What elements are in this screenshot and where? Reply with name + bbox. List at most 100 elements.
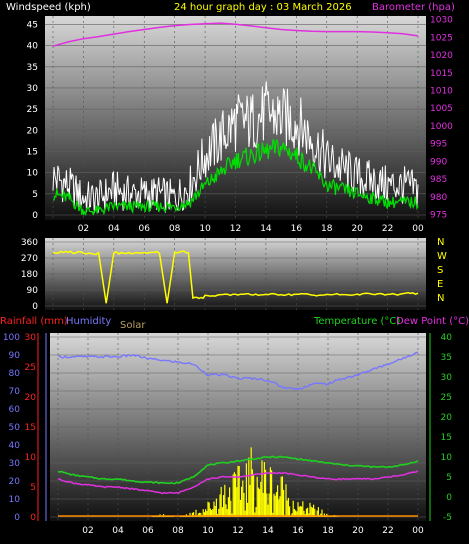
baro-tick-label: 975 bbox=[430, 211, 447, 221]
humidity-tick-label: 10 bbox=[9, 495, 21, 505]
time-tick-label: 10 bbox=[202, 526, 214, 536]
baro-tick-label: 1025 bbox=[430, 33, 453, 43]
time-tick-label: 20 bbox=[352, 526, 364, 536]
rain-tick-label: 20 bbox=[25, 393, 37, 403]
direction-tick-label: 0 bbox=[32, 302, 38, 312]
temp-tick-label: 15 bbox=[441, 433, 452, 443]
humidity-axis-ticks: 0 10 20 30 40 50 60 70 80 90 100 bbox=[3, 333, 20, 523]
wind-tick-label: 25 bbox=[27, 105, 38, 115]
baro-tick-label: 980 bbox=[430, 193, 447, 203]
time-tick-label: 04 bbox=[112, 526, 124, 536]
time-axis-ticks-bottom: 02 04 06 08 10 12 14 16 18 20 22 00 bbox=[82, 526, 424, 536]
wind-tick-label: 20 bbox=[27, 126, 39, 136]
baro-tick-label: 1005 bbox=[430, 104, 453, 114]
temp-tick-label: 35 bbox=[441, 353, 452, 363]
time-tick-label: 00 bbox=[412, 224, 424, 234]
windspeed-gust-line bbox=[52, 81, 419, 214]
temp-tick-label: 30 bbox=[441, 373, 453, 383]
direction-axis-ticks: 0 90 180 270 360 bbox=[21, 238, 38, 312]
temp-tick-label: 40 bbox=[441, 333, 453, 343]
humidity-line bbox=[57, 351, 419, 391]
wind-tick-label: 40 bbox=[27, 42, 39, 52]
baro-axis-title: Barometer (hpa) bbox=[372, 2, 455, 13]
temperature-line bbox=[57, 455, 419, 485]
wind-baro-series bbox=[52, 22, 419, 217]
rain-tick-label: 5 bbox=[30, 483, 36, 493]
direction-tick-label: 270 bbox=[21, 254, 38, 264]
direction-tick-label: 90 bbox=[27, 286, 39, 296]
time-tick-label: 04 bbox=[108, 224, 120, 234]
humidity-tick-label: 50 bbox=[9, 423, 21, 433]
wind-axis-ticks: 0 5 10 15 20 25 30 35 40 45 bbox=[27, 20, 39, 221]
temp-tick-label: 25 bbox=[441, 393, 452, 403]
time-tick-label: 14 bbox=[262, 526, 274, 536]
wind-tick-label: 35 bbox=[27, 63, 38, 73]
compass-label: N bbox=[437, 293, 444, 304]
humidity-tick-label: 60 bbox=[9, 405, 21, 415]
wind-tick-label: 5 bbox=[32, 190, 38, 200]
time-tick-label: 08 bbox=[169, 224, 181, 234]
compass-label: N bbox=[437, 237, 444, 248]
rain-axis-ticks: 0 5 10 15 20 25 30 bbox=[25, 333, 37, 523]
wind-axis-title: Windspeed (kph) bbox=[6, 2, 91, 13]
time-tick-label: 02 bbox=[78, 224, 89, 234]
temp-tick-label: 5 bbox=[446, 473, 452, 483]
baro-tick-label: 1030 bbox=[430, 16, 453, 26]
temp-tick-label: 0 bbox=[446, 493, 452, 503]
time-tick-label: 10 bbox=[199, 224, 211, 234]
time-tick-label: 00 bbox=[412, 526, 424, 536]
solar-axis-title: Solar bbox=[120, 320, 146, 331]
barometer-line bbox=[52, 22, 419, 47]
graph-title: 24 hour graph day : 03 March 2026 bbox=[174, 2, 352, 13]
baro-tick-label: 995 bbox=[430, 140, 447, 150]
compass-label: W bbox=[437, 251, 447, 262]
humidity-tick-label: 100 bbox=[3, 333, 20, 343]
baro-tick-label: 1010 bbox=[430, 87, 453, 97]
humidity-tick-label: 30 bbox=[9, 459, 21, 469]
humidity-tick-label: 0 bbox=[14, 513, 20, 523]
time-tick-label: 12 bbox=[230, 224, 241, 234]
baro-axis-ticks: 975 980 985 990 995 1000 1005 1010 1015 1020 1025 1… bbox=[430, 16, 453, 221]
temp-axis-ticks: -5 0 5 10 15 20 25 30 35 40 bbox=[441, 333, 453, 523]
humidity-tick-label: 20 bbox=[9, 477, 21, 487]
baro-tick-label: 1015 bbox=[430, 69, 453, 79]
time-tick-label: 06 bbox=[142, 526, 154, 536]
wind-direction-line bbox=[52, 250, 419, 304]
rain-axis-title: Rainfall (mm) bbox=[0, 316, 68, 327]
temp-axis-title: Temperature (°C) bbox=[313, 316, 400, 327]
time-tick-label: 02 bbox=[82, 526, 93, 536]
time-tick-label: 18 bbox=[321, 224, 333, 234]
time-tick-label: 16 bbox=[291, 224, 303, 234]
direction-tick-label: 360 bbox=[21, 238, 38, 248]
time-tick-label: 16 bbox=[292, 526, 304, 536]
temp-tick-label: 10 bbox=[441, 453, 453, 463]
baro-tick-label: 1000 bbox=[430, 122, 453, 132]
baro-tick-label: 990 bbox=[430, 157, 447, 167]
wind-tick-label: 0 bbox=[32, 211, 38, 221]
time-axis-ticks: 02 04 06 08 10 12 14 16 18 20 22 00 bbox=[78, 224, 424, 234]
temp-tick-label: 20 bbox=[441, 413, 453, 423]
time-tick-label: 06 bbox=[139, 224, 151, 234]
time-tick-label: 22 bbox=[382, 224, 393, 234]
baro-tick-label: 1020 bbox=[430, 51, 453, 61]
wind-tick-label: 15 bbox=[27, 147, 38, 157]
humidity-tick-label: 90 bbox=[9, 351, 21, 361]
compass-label: S bbox=[437, 265, 443, 276]
wind-tick-label: 10 bbox=[27, 169, 39, 179]
rain-tick-label: 0 bbox=[30, 513, 36, 523]
time-tick-label: 20 bbox=[351, 224, 363, 234]
rain-tick-label: 25 bbox=[25, 363, 36, 373]
wind-tick-label: 45 bbox=[27, 20, 38, 30]
temp-tick-label: -5 bbox=[443, 513, 452, 523]
humidity-tick-label: 70 bbox=[9, 387, 21, 397]
windspeed-avg-line bbox=[52, 138, 419, 217]
direction-tick-label: 180 bbox=[21, 270, 38, 280]
baro-tick-label: 985 bbox=[430, 175, 447, 185]
time-tick-label: 18 bbox=[322, 526, 334, 536]
rain-tick-label: 30 bbox=[25, 333, 37, 343]
time-tick-label: 14 bbox=[260, 224, 272, 234]
dewpoint-line bbox=[57, 470, 419, 495]
